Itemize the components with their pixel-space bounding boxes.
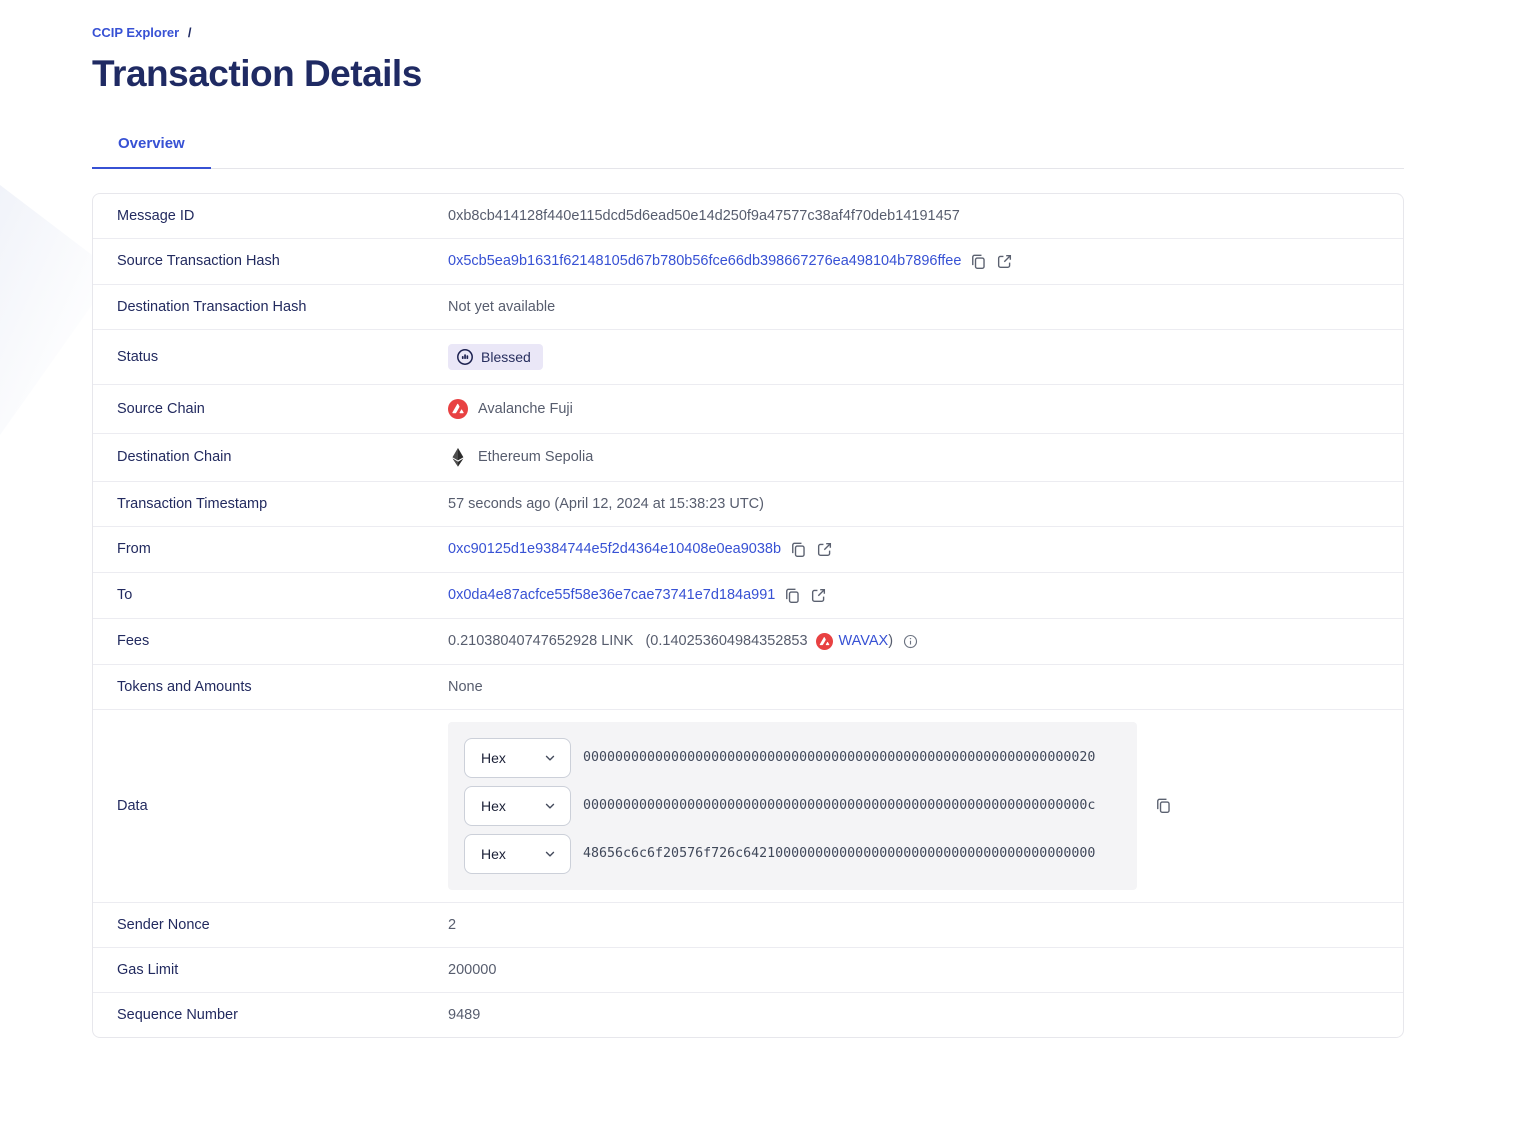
data-hex-value: 48656c6c6f20576f726c64210000000000000000… bbox=[583, 846, 1096, 862]
data-format-select[interactable]: Hex bbox=[464, 833, 571, 874]
row-label: Destination Chain bbox=[117, 449, 232, 466]
table-row-source-tx-hash: Source Transaction Hash 0x5cb5ea9b1631f6… bbox=[93, 237, 1403, 284]
breadcrumb-link-ccip-explorer[interactable]: CCIP Explorer bbox=[92, 25, 180, 40]
dest-tx-hash-value: Not yet available bbox=[448, 298, 556, 315]
copy-icon[interactable] bbox=[970, 253, 987, 270]
breadcrumb: CCIP Explorer / bbox=[92, 25, 1404, 40]
table-row-fees: Fees 0.21038040747652928 LINK (0.1402536… bbox=[93, 617, 1403, 664]
copy-icon[interactable] bbox=[790, 541, 807, 558]
chevron-down-icon bbox=[543, 847, 557, 861]
sequence-number-value: 9489 bbox=[448, 1006, 481, 1023]
table-row-sequence-number: Sequence Number 9489 bbox=[93, 991, 1403, 1037]
fees-converted-amount: (0.140253604984352853 bbox=[645, 633, 808, 650]
data-format-label: Hex bbox=[481, 797, 506, 814]
table-row-to: To 0x0da4e87acfce55f58e36e7cae73741e7d18… bbox=[93, 571, 1403, 618]
table-row-from: From 0xc90125d1e9384744e5f2d4364e10408e0… bbox=[93, 525, 1403, 572]
row-label: Sender Nonce bbox=[117, 916, 210, 933]
tokens-value: None bbox=[448, 678, 483, 695]
dest-chain-name: Ethereum Sepolia bbox=[478, 449, 594, 466]
copy-icon[interactable] bbox=[784, 587, 801, 604]
row-label: To bbox=[117, 587, 133, 604]
table-row-timestamp: Transaction Timestamp 57 seconds ago (Ap… bbox=[93, 480, 1403, 526]
external-link-icon[interactable] bbox=[810, 587, 827, 604]
data-format-select[interactable]: Hex bbox=[464, 737, 571, 778]
row-label: Status bbox=[117, 348, 159, 365]
row-label: Source Chain bbox=[117, 400, 205, 417]
timestamp-value: 57 seconds ago (April 12, 2024 at 15:38:… bbox=[448, 495, 764, 512]
avalanche-icon bbox=[448, 398, 468, 419]
data-hex-line: Hex 48656c6c6f20576f726c6421000000000000… bbox=[464, 833, 1121, 874]
table-row-dest-chain: Destination Chain Ethereum Sepolia bbox=[93, 432, 1403, 481]
table-row-data: Data Hex 0000000000000000000000000000000… bbox=[93, 708, 1403, 902]
ethereum-icon bbox=[448, 447, 468, 467]
avalanche-icon bbox=[815, 632, 833, 650]
row-label: Destination Transaction Hash bbox=[117, 298, 307, 315]
status-badge-label: Blessed bbox=[481, 348, 531, 365]
from-address-link[interactable]: 0xc90125d1e9384744e5f2d4364e10408e0ea903… bbox=[448, 541, 782, 558]
row-label: Tokens and Amounts bbox=[117, 678, 252, 695]
blessed-signal-icon bbox=[456, 348, 474, 366]
source-chain-name: Avalanche Fuji bbox=[478, 400, 573, 417]
table-row-sender-nonce: Sender Nonce 2 bbox=[93, 901, 1403, 947]
status-badge: Blessed bbox=[448, 343, 543, 370]
data-hex-line: Hex 000000000000000000000000000000000000… bbox=[464, 785, 1121, 826]
row-label: Message ID bbox=[117, 207, 195, 224]
tab-overview[interactable]: Overview bbox=[92, 135, 211, 169]
table-row-status: Status Blessed bbox=[93, 328, 1403, 384]
copy-icon[interactable] bbox=[1155, 797, 1172, 814]
page-title: Transaction Details bbox=[92, 53, 422, 94]
external-link-icon[interactable] bbox=[996, 253, 1013, 270]
source-tx-hash-link[interactable]: 0x5cb5ea9b1631f62148105d67b780b56fce66db… bbox=[448, 253, 962, 270]
breadcrumb-separator: / bbox=[187, 25, 192, 40]
data-hex-box: Hex 000000000000000000000000000000000000… bbox=[448, 721, 1137, 890]
row-label: Source Transaction Hash bbox=[117, 253, 280, 270]
data-hex-line: Hex 000000000000000000000000000000000000… bbox=[464, 737, 1121, 778]
row-label: Sequence Number bbox=[117, 1006, 238, 1023]
wavax-token-link[interactable]: WAVAX bbox=[838, 633, 889, 650]
table-row-message-id: Message ID 0xb8cb414128f440e115dcd5d6ead… bbox=[93, 194, 1403, 238]
table-row-source-chain: Source Chain Avalanche Fuji bbox=[93, 383, 1403, 433]
data-format-label: Hex bbox=[481, 749, 506, 766]
sender-nonce-value: 2 bbox=[448, 916, 457, 933]
data-format-select[interactable]: Hex bbox=[464, 785, 571, 826]
row-label: Data bbox=[117, 797, 148, 814]
fees-amount: 0.21038040747652928 LINK bbox=[448, 633, 634, 650]
table-row-tokens: Tokens and Amounts None bbox=[93, 663, 1403, 709]
external-link-icon[interactable] bbox=[816, 541, 833, 558]
table-row-dest-tx-hash: Destination Transaction Hash Not yet ava… bbox=[93, 283, 1403, 329]
data-hex-value: 0000000000000000000000000000000000000000… bbox=[583, 798, 1096, 814]
transaction-details-card: Message ID 0xb8cb414128f440e115dcd5d6ead… bbox=[92, 192, 1404, 1038]
row-label: From bbox=[117, 541, 151, 558]
row-label: Fees bbox=[117, 633, 150, 650]
gas-limit-value: 200000 bbox=[448, 961, 497, 978]
row-label: Transaction Timestamp bbox=[117, 495, 268, 512]
info-icon[interactable] bbox=[903, 634, 918, 649]
to-address-link[interactable]: 0x0da4e87acfce55f58e36e7cae73741e7d184a9… bbox=[448, 587, 776, 604]
data-format-label: Hex bbox=[481, 845, 506, 862]
chevron-down-icon bbox=[543, 751, 557, 765]
fees-paren-close: ) bbox=[888, 633, 894, 650]
table-row-gas-limit: Gas Limit 200000 bbox=[93, 946, 1403, 992]
tab-bar: Overview bbox=[92, 135, 1404, 169]
row-label: Gas Limit bbox=[117, 961, 179, 978]
data-hex-value: 0000000000000000000000000000000000000000… bbox=[583, 750, 1096, 766]
message-id-value: 0xb8cb414128f440e115dcd5d6ead50e14d250f9… bbox=[448, 207, 960, 224]
chevron-down-icon bbox=[543, 799, 557, 813]
